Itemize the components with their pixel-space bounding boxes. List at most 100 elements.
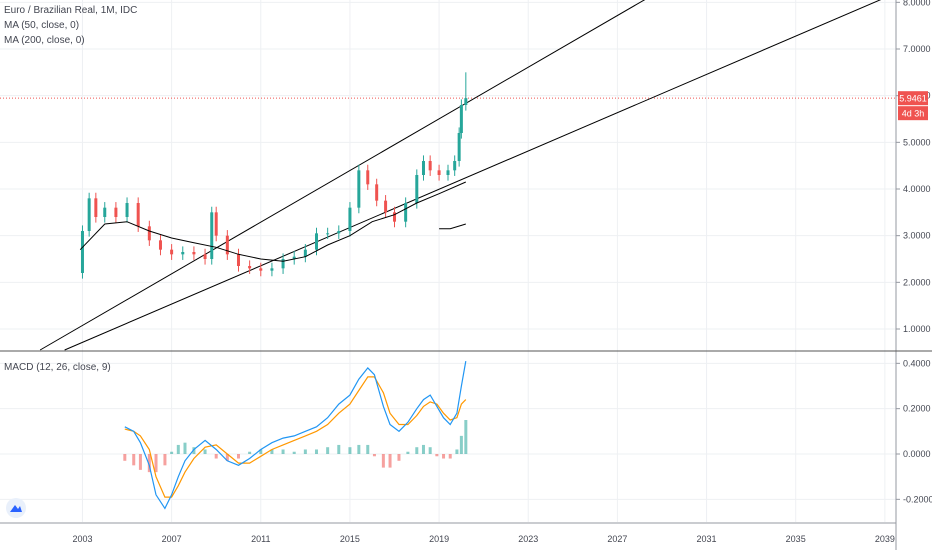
candle-body: [366, 170, 370, 185]
signal-line: [124, 376, 467, 498]
tradingview-logo-icon[interactable]: [6, 498, 26, 518]
macd-histogram-bar: [406, 451, 410, 454]
candle-body: [225, 235, 229, 255]
candle-body: [281, 259, 285, 269]
last-price-value: 5.9461: [899, 94, 927, 104]
macd-histogram-bar: [214, 454, 218, 459]
candle-body: [114, 207, 118, 217]
macd-histogram-bar: [337, 444, 341, 454]
grid-lines: [0, 0, 896, 522]
candle-body: [192, 252, 196, 255]
candle-body: [421, 161, 425, 175]
macd-histogram-bar: [154, 454, 158, 473]
price-tick-label: 8.0000: [903, 0, 931, 7]
time-tick-label: 2011: [251, 534, 270, 544]
candle-body: [457, 133, 461, 161]
logo-glyph: [10, 505, 22, 512]
candle-body: [404, 203, 408, 222]
candle-body: [326, 233, 330, 235]
macd-histogram-bar: [372, 454, 376, 457]
macd-line: [124, 360, 467, 510]
legend-ma50[interactable]: MA (50, close, 0): [4, 20, 80, 31]
macd-histogram-bar: [163, 454, 167, 466]
price-candles: [80, 72, 468, 279]
time-tick-label: 2019: [429, 534, 449, 544]
trendline: [64, 0, 882, 351]
macd-histogram-bar: [270, 449, 274, 454]
candle-body: [170, 249, 174, 255]
macd-histogram-bar: [388, 454, 392, 468]
macd-tick-label: -0.2000: [903, 494, 932, 504]
price-tick-label: 3.0000: [903, 231, 931, 241]
price-tick-label: 4.0000: [903, 184, 931, 194]
candle-body: [214, 212, 218, 236]
moving-averages: [79, 181, 467, 262]
time-tick-label: 2003: [72, 534, 92, 544]
macd-histogram-bar: [348, 447, 352, 454]
candle-body: [87, 198, 91, 231]
candle-body: [393, 212, 397, 222]
trendlines: [39, 0, 882, 351]
macd-histogram-bar: [381, 454, 385, 468]
macd-histogram-bar: [292, 451, 296, 454]
macd-histogram-bar: [225, 454, 229, 461]
macd-histogram-bar: [464, 420, 468, 454]
macd-histogram-bar: [248, 451, 252, 454]
candle-body: [303, 249, 307, 257]
macd-histogram-bar: [138, 454, 142, 470]
trendline: [39, 0, 646, 351]
time-tick-label: 2007: [162, 534, 182, 544]
candle-body: [415, 175, 419, 203]
price-tick-label: 2.0000: [903, 277, 931, 287]
macd-histogram-bar: [303, 449, 307, 454]
macd-histogram-bar: [455, 449, 459, 454]
candle-body: [259, 268, 263, 271]
candle-body: [80, 231, 84, 273]
legend-macd[interactable]: MACD (12, 26, close, 9): [4, 362, 111, 373]
candle-body: [348, 207, 352, 231]
macd-histogram-bar: [170, 451, 174, 454]
candle-body: [103, 207, 107, 217]
candle-body: [428, 161, 432, 171]
time-tick-label: 2031: [697, 534, 717, 544]
time-tick-label: 2027: [607, 534, 627, 544]
candle-body: [203, 254, 207, 259]
macd-histogram-bar: [314, 449, 318, 454]
macd-histogram-bar: [421, 444, 425, 454]
time-tick-label: 2039: [875, 534, 895, 544]
axis-labels: 1.00002.00003.00004.00005.00006.00007.00…: [72, 0, 932, 544]
candle-body: [459, 105, 463, 133]
macd-histogram-bar: [192, 447, 196, 454]
candle-body: [147, 226, 151, 241]
macd-tick-label: 0.2000: [903, 404, 931, 414]
time-tick-label: 2015: [340, 534, 360, 544]
candle-body: [357, 170, 361, 208]
candle-body: [464, 98, 468, 105]
candle-body: [210, 212, 214, 259]
macd-histogram-bar: [357, 444, 361, 454]
candle-body: [125, 203, 129, 217]
candle-body: [270, 268, 274, 271]
candle-body: [158, 240, 162, 250]
macd-histogram-bar: [366, 444, 370, 454]
macd-histogram-bar: [236, 454, 240, 459]
price-tick-label: 7.0000: [903, 44, 931, 54]
macd-histogram-bar: [448, 454, 452, 459]
macd-histogram-bar: [203, 449, 207, 454]
macd-histogram-bar: [397, 454, 401, 461]
macd-histogram-bar: [259, 449, 263, 454]
legend-symbol[interactable]: Euro / Brazilian Real, 1M, IDC: [4, 5, 138, 16]
legend-ma200[interactable]: MA (200, close, 0): [4, 35, 85, 46]
candle-body: [314, 233, 318, 250]
macd-histogram-bar: [123, 454, 127, 461]
macd-histogram-bar: [326, 447, 330, 454]
candle-body: [337, 231, 341, 234]
candle-body: [384, 200, 388, 213]
candle-body: [292, 256, 296, 259]
candle-body: [136, 203, 140, 227]
candle-body: [94, 198, 98, 217]
time-tick-label: 2035: [786, 534, 806, 544]
ma-line: [79, 181, 467, 262]
macd-histogram-bar: [415, 447, 419, 454]
